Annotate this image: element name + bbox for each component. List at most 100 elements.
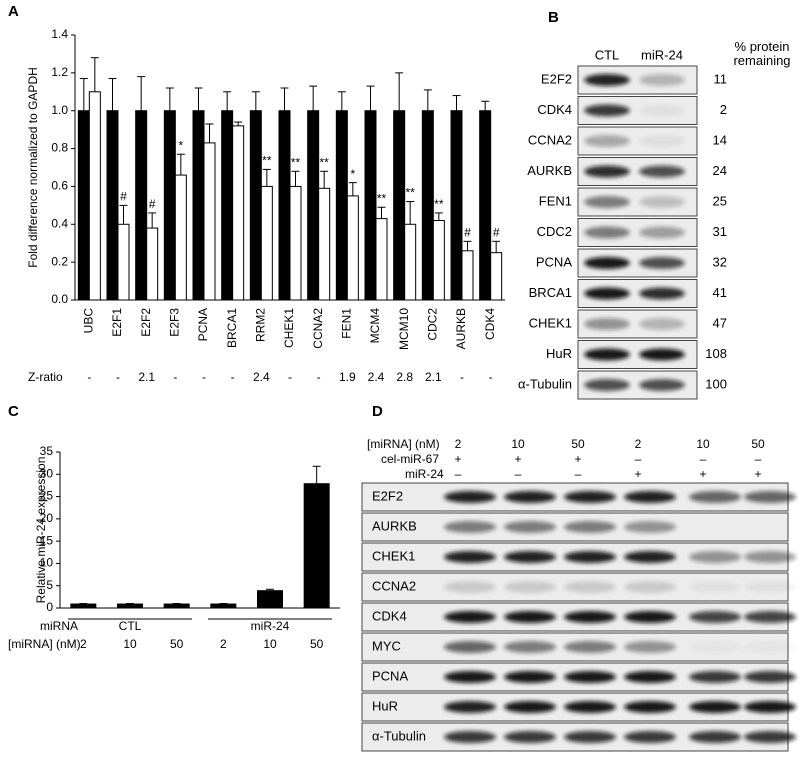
x-tick-label: 50 — [170, 637, 184, 651]
z-ratio: - — [116, 370, 120, 384]
category-axis-label: [miRNA] (nM) — [8, 637, 81, 651]
bar — [479, 110, 492, 301]
blot-band — [639, 287, 685, 300]
x-tick-label: CDC2 — [426, 308, 440, 341]
condition-value: – — [755, 452, 762, 466]
y-axis-title: Relative miR-24 expression — [34, 457, 48, 604]
z-ratio: 2.4 — [253, 370, 270, 384]
blot-band — [639, 226, 685, 239]
blot-band — [624, 551, 676, 563]
blot-label: CCNA2 — [528, 132, 572, 147]
panel-label: C — [8, 403, 19, 420]
y-tick-label: 35 — [40, 444, 54, 458]
y-tick-label: 5 — [46, 578, 53, 592]
x-tick-label: AURKB — [454, 308, 468, 349]
blot-label: MYC — [372, 638, 401, 653]
x-tick-label: FEN1 — [340, 308, 354, 339]
x-tick-label: MCM10 — [397, 308, 411, 350]
percent-remaining: 32 — [713, 254, 727, 269]
percent-remaining: 2 — [720, 102, 727, 117]
blot-band — [584, 348, 630, 361]
blot-band — [624, 581, 676, 593]
z-ratio: 2.8 — [396, 370, 413, 384]
percent-remaining: 24 — [713, 163, 727, 178]
significance: * — [178, 138, 183, 152]
bar — [490, 252, 503, 301]
bar — [192, 110, 205, 301]
x-tick-label: BRCA1 — [225, 308, 239, 348]
condition-value: – — [635, 452, 642, 466]
bar — [117, 223, 130, 301]
percent-remaining: 14 — [713, 132, 727, 147]
blot-band — [689, 581, 741, 593]
bar — [257, 590, 283, 608]
bar — [135, 110, 148, 301]
blot-band — [444, 641, 496, 653]
condition-value: 50 — [751, 437, 765, 451]
y-tick-label: 20 — [40, 511, 54, 525]
bar — [174, 174, 187, 301]
panel-label: D — [372, 403, 383, 420]
blot-band — [564, 521, 616, 533]
y-tick-label: 25 — [40, 489, 54, 503]
significance: * — [350, 167, 355, 181]
blot-band — [639, 257, 685, 269]
blot-band — [504, 701, 556, 713]
significance: # — [493, 225, 500, 239]
significance: ** — [434, 197, 444, 211]
blot-band — [444, 581, 496, 593]
blot-band — [744, 731, 796, 743]
bar — [289, 185, 302, 301]
lane-header: miR-24 — [641, 47, 683, 62]
blot-band — [564, 611, 616, 623]
condition-label: miR-24 — [405, 467, 444, 481]
blot-band — [639, 165, 685, 178]
blot-band — [624, 611, 676, 623]
significance: ** — [262, 154, 272, 168]
blot-band — [624, 701, 676, 713]
condition-value: – — [575, 467, 582, 481]
x-tick-label: MCM4 — [368, 308, 382, 344]
blot-band — [504, 551, 556, 563]
blot-label: CCNA2 — [372, 578, 416, 593]
blot-band — [624, 491, 676, 503]
blot-label: PCNA — [536, 254, 572, 269]
y-tick-label: 1.4 — [51, 27, 68, 41]
bar — [432, 220, 445, 301]
blot-band — [584, 257, 630, 269]
percent-remaining: 11 — [714, 71, 728, 86]
x-tick-label: CHEK1 — [282, 308, 296, 348]
blot-label: FEN1 — [539, 193, 572, 208]
bar — [335, 110, 348, 301]
z-ratio: - — [87, 370, 91, 384]
blot-band — [639, 104, 685, 117]
condition-value: 2 — [455, 437, 462, 451]
condition-value: 10 — [696, 437, 710, 451]
blot-band — [639, 135, 685, 147]
bar — [232, 125, 245, 301]
blot-band — [639, 196, 685, 208]
z-ratio: - — [489, 370, 493, 384]
significance: # — [149, 197, 156, 211]
condition-value: 10 — [511, 437, 525, 451]
blot-band — [564, 581, 616, 593]
blot-label: AURKB — [372, 518, 417, 533]
blot-band — [689, 611, 741, 623]
y-tick-label: 10 — [40, 556, 54, 570]
blot-label: CHEK1 — [372, 548, 415, 563]
bar — [393, 110, 406, 301]
value-header: % protein remaining — [733, 39, 791, 68]
blot-band — [444, 701, 496, 713]
blot-band — [689, 491, 741, 503]
bar — [163, 110, 176, 301]
significance: ** — [405, 186, 415, 200]
blot-band — [584, 226, 630, 239]
blot-band — [689, 731, 741, 743]
condition-value: + — [514, 452, 521, 466]
y-tick-label: 30 — [40, 466, 54, 480]
blot-label: E2F2 — [372, 488, 403, 503]
bar — [203, 142, 216, 301]
blot-band — [564, 701, 616, 713]
bar — [260, 185, 273, 301]
significance: ** — [319, 155, 329, 169]
